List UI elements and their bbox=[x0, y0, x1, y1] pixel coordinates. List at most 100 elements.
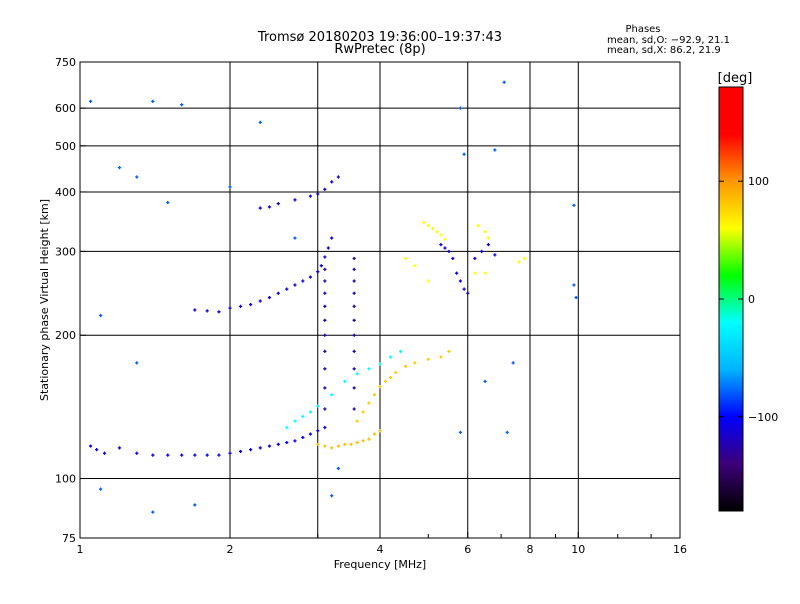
chart-title: Tromsø 20180203 19:36:00–19:37:43 bbox=[257, 30, 502, 45]
data-point bbox=[193, 453, 197, 457]
data-point bbox=[486, 243, 490, 247]
data-point bbox=[458, 430, 463, 434]
data-point bbox=[447, 249, 451, 254]
data-point bbox=[367, 401, 371, 405]
colorbar-tick-label: 0 bbox=[748, 293, 755, 306]
data-point bbox=[462, 287, 466, 291]
data-point bbox=[505, 430, 509, 434]
data-point bbox=[343, 379, 347, 383]
data-point bbox=[323, 279, 327, 283]
data-point bbox=[466, 291, 470, 295]
data-point bbox=[383, 379, 387, 383]
data-point bbox=[323, 425, 327, 430]
data-point bbox=[352, 267, 356, 272]
data-point bbox=[293, 283, 297, 287]
data-point bbox=[352, 279, 356, 283]
data-point bbox=[135, 361, 139, 365]
data-point bbox=[372, 393, 377, 397]
data-point bbox=[458, 106, 463, 110]
data-point bbox=[228, 185, 232, 189]
data-point bbox=[326, 246, 330, 250]
grid-lines bbox=[80, 62, 680, 538]
colorbar-tick-label: 100 bbox=[748, 175, 769, 188]
data-point bbox=[301, 435, 305, 440]
data-point bbox=[323, 349, 327, 353]
data-point bbox=[426, 279, 430, 283]
data-point bbox=[352, 256, 356, 261]
data-point bbox=[336, 444, 340, 448]
data-point bbox=[352, 407, 356, 411]
data-point bbox=[352, 304, 356, 308]
data-point bbox=[323, 318, 327, 322]
data-point bbox=[343, 442, 347, 446]
data-point bbox=[267, 295, 272, 300]
data-point bbox=[336, 466, 340, 471]
data-point bbox=[367, 437, 371, 441]
data-point bbox=[511, 361, 515, 365]
data-point bbox=[316, 192, 320, 196]
data-point bbox=[476, 223, 480, 228]
data-point bbox=[316, 270, 320, 274]
x-tick-label: 4 bbox=[377, 543, 384, 556]
data-point bbox=[238, 449, 243, 454]
data-point bbox=[316, 404, 320, 408]
data-point bbox=[217, 310, 221, 314]
data-point bbox=[323, 386, 327, 390]
data-point bbox=[572, 283, 576, 287]
colorbar-tick-label: −100 bbox=[748, 411, 778, 424]
y-tick-label: 200 bbox=[55, 329, 76, 342]
x-tick-label: 8 bbox=[527, 543, 534, 556]
data-point bbox=[443, 237, 447, 241]
data-point bbox=[285, 425, 289, 430]
data-point bbox=[355, 419, 359, 423]
data-point bbox=[522, 256, 527, 261]
data-point bbox=[95, 448, 99, 452]
data-point bbox=[151, 510, 155, 514]
data-point bbox=[323, 367, 327, 371]
data-point bbox=[367, 367, 371, 371]
y-tick-label: 300 bbox=[55, 245, 76, 258]
data-point bbox=[493, 253, 497, 257]
data-point bbox=[439, 355, 443, 359]
data-point bbox=[238, 304, 243, 308]
data-point bbox=[403, 364, 408, 369]
data-point bbox=[355, 372, 359, 376]
data-point bbox=[323, 304, 327, 308]
data-point bbox=[217, 453, 221, 457]
data-point bbox=[388, 355, 393, 359]
data-point bbox=[293, 236, 297, 240]
data-point bbox=[88, 444, 93, 448]
data-point bbox=[422, 220, 426, 225]
data-point bbox=[462, 152, 466, 156]
data-point bbox=[372, 432, 377, 436]
data-point bbox=[426, 357, 430, 361]
data-point bbox=[308, 432, 313, 436]
data-point bbox=[258, 206, 262, 210]
y-tick-label: 500 bbox=[55, 140, 76, 153]
data-point bbox=[228, 451, 232, 455]
phases-heading: Phases bbox=[625, 24, 660, 35]
data-point bbox=[483, 379, 487, 383]
data-point bbox=[388, 375, 393, 380]
y-tick-label: 75 bbox=[62, 532, 76, 545]
data-point bbox=[151, 99, 155, 103]
data-point bbox=[267, 205, 272, 209]
data-point bbox=[258, 120, 262, 124]
data-point bbox=[323, 187, 327, 191]
data-point bbox=[483, 271, 487, 275]
data-point bbox=[293, 198, 297, 202]
data-point bbox=[99, 313, 103, 318]
data-point bbox=[352, 367, 356, 371]
data-point bbox=[228, 306, 232, 310]
data-point bbox=[166, 200, 170, 205]
data-point bbox=[205, 453, 209, 457]
y-tick-label: 400 bbox=[55, 186, 76, 199]
data-point bbox=[378, 385, 382, 389]
data-point bbox=[361, 410, 365, 414]
data-point bbox=[135, 175, 139, 179]
data-point bbox=[193, 308, 197, 312]
data-point bbox=[493, 148, 497, 152]
data-point bbox=[205, 309, 209, 313]
data-point bbox=[458, 279, 463, 283]
data-point bbox=[151, 453, 155, 457]
